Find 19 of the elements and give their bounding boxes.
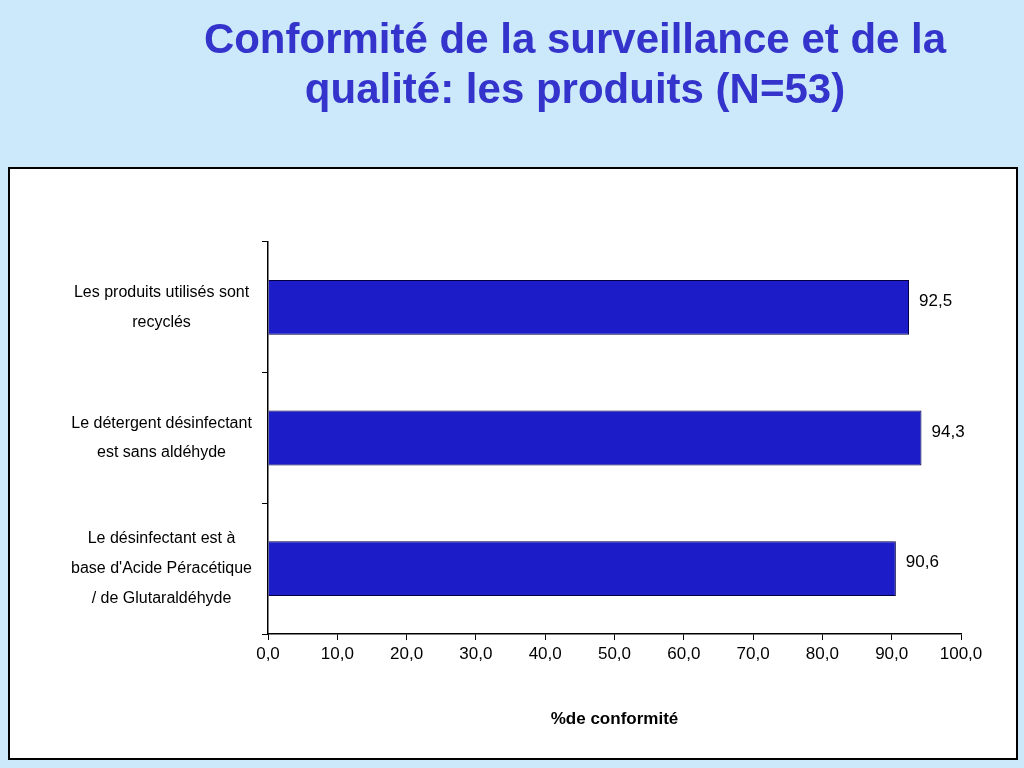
x-tick-label: 90,0 [875,643,909,663]
x-tick-label: 0,0 [256,643,280,663]
x-tick-label: 50,0 [597,643,632,663]
data-label: 92,5 [919,291,953,311]
x-tick-label: 80,0 [805,643,839,663]
y-tick-label: Le désinfectant est à base d'Acide Péracétique / de Glutaraldéhyde [71,529,253,606]
y-tick-label: Les produits utilisés sont recyclés [73,282,250,330]
x-tick-label: 10,0 [320,643,354,663]
y-tick-label: Le détergent désinfectant est sans aldéhyde [71,413,253,461]
x-tick-label: 100,0 [939,643,983,663]
x-tick-label: 40,0 [528,643,562,663]
x-tick-label: 20,0 [390,643,424,663]
data-label: 94,3 [931,421,965,441]
x-axis-title: %de conformité [550,709,679,729]
x-tick-label: 70,0 [736,643,770,663]
x-tick-label: 30,0 [459,643,493,663]
x-tick-label: 60,0 [667,643,701,663]
data-label: 90,6 [905,552,939,572]
chart-title: Conformité de la surveillance et de la qualité: les produits (N=53) [202,14,948,114]
